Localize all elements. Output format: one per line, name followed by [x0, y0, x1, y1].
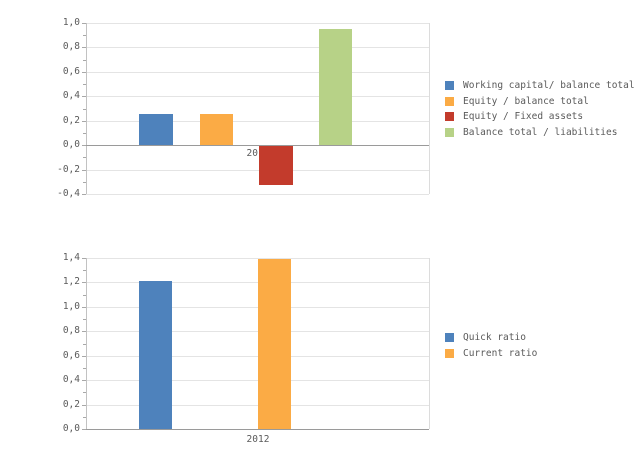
legend-label: Quick ratio — [463, 332, 526, 343]
y-axis-major-tick — [82, 282, 86, 283]
y-axis-major-tick — [82, 145, 86, 146]
value-axis-line — [86, 258, 87, 429]
gridline — [86, 282, 429, 283]
bar-equity-fixed-assets — [259, 146, 293, 185]
y-tick-label: 0,0 — [62, 423, 80, 434]
y-axis-minor-tick — [83, 109, 86, 110]
y-axis-major-tick — [82, 72, 86, 73]
legend-swatch — [445, 128, 454, 137]
x-tick-label: 2012 — [246, 148, 270, 159]
y-axis-minor-tick — [83, 133, 86, 134]
legend-swatch — [445, 333, 454, 342]
y-axis-major-tick — [82, 23, 86, 24]
y-tick-label: 0,0 — [62, 139, 80, 150]
y-tick-label: 1,2 — [62, 276, 80, 287]
bar-equity-balance-total — [200, 114, 233, 145]
y-axis-major-tick — [82, 429, 86, 430]
legend-label: Equity / Fixed assets — [463, 111, 584, 122]
gridline — [86, 331, 429, 332]
gridline — [86, 307, 429, 308]
y-tick-label: 0,2 — [62, 399, 80, 410]
legend-swatch — [445, 97, 454, 106]
y-axis-major-tick — [82, 258, 86, 259]
y-axis-major-tick — [82, 47, 86, 48]
y-axis-major-tick — [82, 331, 86, 332]
value-axis-line — [86, 23, 87, 194]
y-axis-major-tick — [82, 307, 86, 308]
gridline — [86, 356, 429, 357]
y-tick-label: 0,8 — [62, 325, 80, 336]
legend-swatch — [445, 112, 454, 121]
y-axis-minor-tick — [83, 319, 86, 320]
y-tick-label: 1,0 — [62, 17, 80, 28]
category-axis-line — [86, 145, 429, 146]
y-axis-minor-tick — [83, 270, 86, 271]
y-axis-minor-tick — [83, 84, 86, 85]
y-axis-minor-tick — [83, 368, 86, 369]
y-tick-label: 0,4 — [62, 90, 80, 101]
gridline — [86, 170, 429, 171]
gridline — [86, 121, 429, 122]
plot-border — [429, 23, 430, 194]
gridline — [86, 23, 429, 24]
gridline — [86, 72, 429, 73]
y-axis-major-tick — [82, 194, 86, 195]
gridline — [86, 96, 429, 97]
y-axis-major-tick — [82, 96, 86, 97]
plot-area — [86, 258, 429, 429]
gridline — [86, 380, 429, 381]
bar-quick-ratio — [139, 281, 172, 429]
y-tick-label: -0,4 — [57, 188, 80, 199]
y-axis-minor-tick — [83, 182, 86, 183]
y-axis-minor-tick — [83, 35, 86, 36]
y-axis-major-tick — [82, 121, 86, 122]
y-axis-major-tick — [82, 356, 86, 357]
gridline — [86, 405, 429, 406]
y-axis-minor-tick — [83, 60, 86, 61]
y-tick-label: 0,4 — [62, 374, 80, 385]
x-tick-label: 2012 — [246, 434, 270, 445]
gridline — [86, 258, 429, 259]
y-tick-label: 1,4 — [62, 252, 80, 263]
y-axis-minor-tick — [83, 344, 86, 345]
plot-area — [86, 23, 429, 194]
y-axis-major-tick — [82, 170, 86, 171]
gridline — [86, 47, 429, 48]
y-tick-label: -0,2 — [57, 164, 80, 175]
legend-label: Working capital/ balance total — [463, 80, 635, 91]
legend-swatch — [445, 349, 454, 358]
bar-balance-total-liabilities — [319, 29, 352, 145]
legend-label: Balance total / liabilities — [463, 127, 618, 138]
legend-swatch — [445, 81, 454, 90]
gridline — [86, 194, 429, 195]
y-tick-label: 0,2 — [62, 115, 80, 126]
bar-working-capital-balance-total — [139, 114, 173, 145]
category-axis-line — [86, 429, 429, 430]
y-axis-minor-tick — [83, 157, 86, 158]
y-tick-label: 1,0 — [62, 301, 80, 312]
plot-border — [429, 258, 430, 429]
y-tick-label: 0,8 — [62, 41, 80, 52]
legend-label: Current ratio — [463, 348, 538, 359]
y-axis-minor-tick — [83, 295, 86, 296]
bar-current-ratio — [258, 259, 291, 429]
legend-label: Equity / balance total — [463, 96, 589, 107]
y-tick-label: 0,6 — [62, 350, 80, 361]
y-axis-major-tick — [82, 380, 86, 381]
y-tick-label: 0,6 — [62, 66, 80, 77]
y-axis-major-tick — [82, 405, 86, 406]
y-axis-minor-tick — [83, 417, 86, 418]
y-axis-minor-tick — [83, 392, 86, 393]
